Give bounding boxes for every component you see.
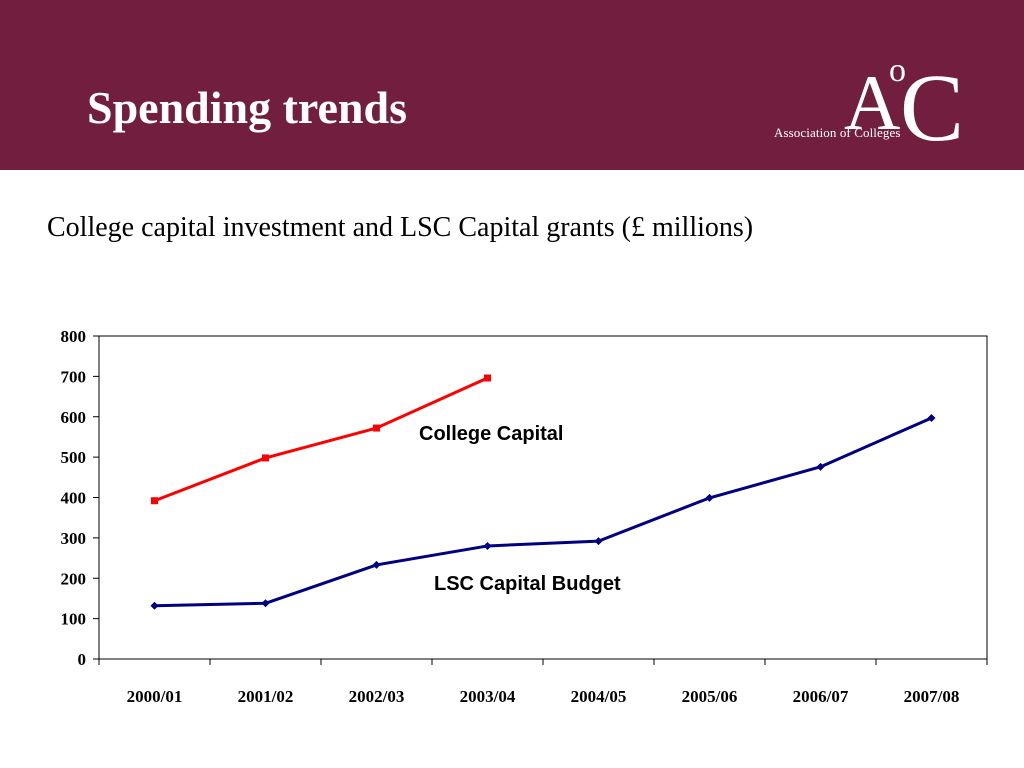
- header-bar: Spending trends A o C Association of Col…: [0, 0, 1024, 170]
- college-capital-point: [373, 424, 380, 432]
- x-tick-label: 2004/05: [571, 687, 627, 706]
- logo-name: Association of Colleges: [774, 125, 901, 140]
- y-tick-label: 200: [61, 569, 87, 588]
- y-tick-label: 500: [61, 448, 87, 467]
- x-tick-label: 2006/07: [793, 687, 849, 706]
- lsc-capital-budget-point: [372, 560, 381, 569]
- y-tick-label: 600: [61, 408, 87, 427]
- x-tick-label: 2005/06: [682, 687, 738, 706]
- lsc-capital-budget-point: [816, 462, 825, 471]
- x-tick-label: 2002/03: [349, 687, 405, 706]
- aoc-logo: A o C Association of Colleges: [772, 52, 992, 162]
- y-tick-label: 300: [61, 529, 87, 548]
- lsc-capital-budget-point: [150, 601, 159, 610]
- logo-letter-o: o: [889, 52, 906, 89]
- x-tick-label: 2000/01: [127, 687, 183, 706]
- college-capital-point: [484, 374, 491, 382]
- y-tick-label: 400: [61, 489, 87, 508]
- y-tick-label: 700: [61, 367, 87, 386]
- lsc-capital-budget-line: [154, 416, 933, 608]
- college-capital-label: College Capital: [419, 423, 563, 445]
- y-tick-label: 0: [78, 650, 87, 669]
- x-tick-label: 2001/02: [238, 687, 294, 706]
- y-tick-label: 100: [61, 610, 87, 629]
- chart-subtitle: College capital investment and LSC Capit…: [47, 212, 754, 243]
- x-tick-label: 2007/08: [904, 687, 960, 706]
- college-capital-line: [153, 376, 489, 503]
- lsc-capital-budget-point: [261, 599, 270, 608]
- logo-letter-a: A: [844, 59, 901, 146]
- y-tick-label: 800: [61, 327, 87, 346]
- lsc-capital-budget-label: LSC Capital Budget: [434, 573, 621, 595]
- plot-area-frame: [98, 335, 988, 660]
- lsc-capital-budget-point: [705, 493, 714, 502]
- lsc-capital-budget-point: [594, 537, 603, 546]
- college-capital-point: [151, 497, 158, 505]
- logo-letter-c: C: [900, 54, 965, 161]
- lsc-capital-budget-point: [483, 541, 492, 550]
- x-tick-label: 2003/04: [460, 687, 516, 706]
- lsc-capital-budget-point: [927, 413, 936, 422]
- college-capital-point: [262, 454, 269, 462]
- page-title: Spending trends: [87, 82, 408, 133]
